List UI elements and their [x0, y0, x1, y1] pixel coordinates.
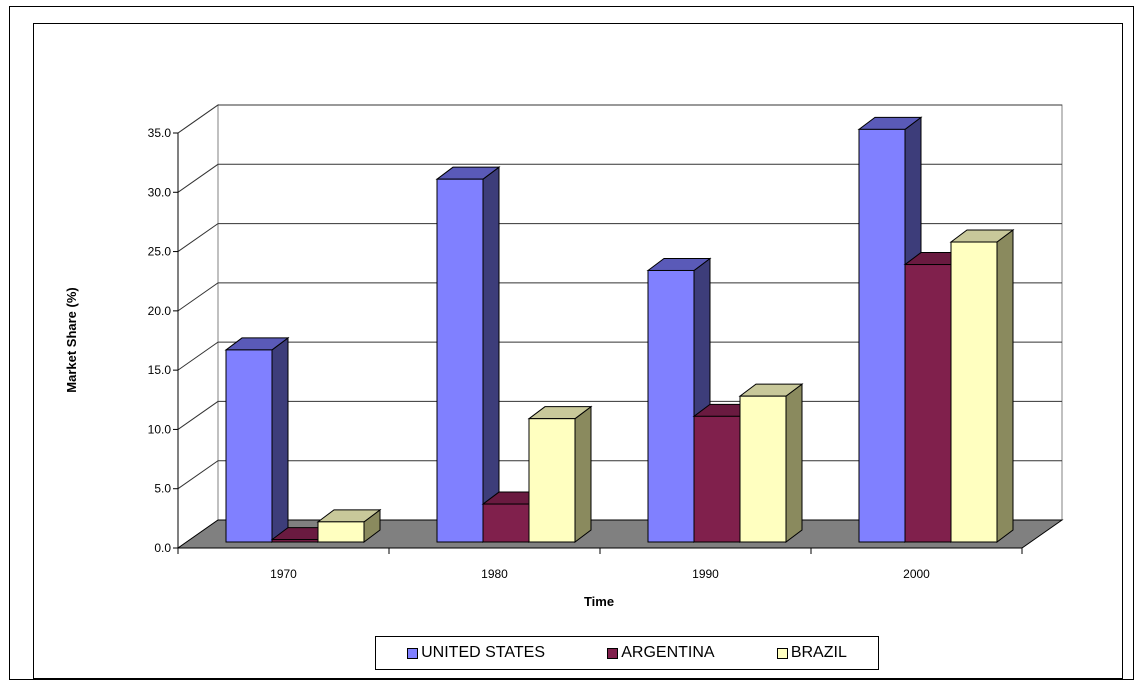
bar-side: [482, 166, 500, 543]
bar: [224, 336, 290, 543]
bar-front: [528, 418, 576, 543]
bar: [316, 508, 382, 543]
y-tick-label: 35.0: [148, 126, 172, 140]
y-tick-label: 20.0: [148, 304, 172, 318]
y-tick-label: 30.0: [148, 185, 172, 199]
bar-front: [858, 128, 906, 543]
bar-side: [271, 336, 289, 543]
outer-frame: [9, 6, 1134, 680]
bar: [435, 166, 501, 543]
gridline: [177, 282, 1062, 312]
gridline: [177, 341, 1062, 371]
legend-label: UNITED STATES: [421, 644, 545, 661]
bars: [224, 116, 1015, 543]
gridline: [177, 223, 1062, 252]
x-tick-label: 1990: [692, 567, 719, 581]
bar-front: [647, 269, 695, 543]
legend-label: ARGENTINA: [621, 644, 715, 661]
y-axis-title: Market Share (%): [64, 287, 79, 392]
y-tick-label: 25.0: [148, 245, 172, 259]
bar-side: [996, 229, 1014, 543]
tick-labels: 0.0 5.0 10.0 15.0 20.0 25.0 30.0 35.0 1970 1980 19…: [148, 126, 931, 581]
y-tick-label: 5.0: [154, 482, 171, 496]
legend-item: ARGENTINA: [607, 644, 715, 662]
bar: [949, 229, 1015, 543]
bar-front: [271, 539, 319, 543]
legend-item: UNITED STATES: [407, 644, 545, 662]
side-wall: [177, 104, 219, 549]
bar-front: [904, 264, 952, 543]
x-tick-label: 1970: [270, 567, 297, 581]
x-tick-label: 1980: [481, 567, 508, 581]
chart-walls: [177, 104, 1063, 549]
y-tick-label: 15.0: [148, 363, 172, 377]
bar-front: [436, 178, 484, 543]
bar-side: [574, 405, 592, 543]
axes: [173, 132, 1023, 554]
bar: [738, 383, 804, 543]
gridline: [177, 163, 1062, 193]
gridline: [177, 104, 1062, 134]
legend-swatch: [407, 647, 419, 659]
y-tick-label: 10.0: [148, 422, 172, 436]
x-axis-title: Time: [584, 594, 614, 609]
legend-swatch: [607, 647, 619, 659]
x-tick-label: 2000: [903, 567, 930, 581]
bar-front: [225, 349, 273, 543]
legend: UNITED STATES ARGENTINA BRAZIL: [375, 636, 879, 670]
y-tick-label: 0.0: [154, 541, 171, 555]
bar-side: [785, 383, 803, 543]
bar-front: [950, 241, 998, 543]
bar-front: [317, 521, 365, 543]
bar-front: [693, 415, 741, 543]
bar: [527, 405, 593, 543]
bar-front: [739, 395, 787, 543]
legend-label: BRAZIL: [790, 644, 847, 661]
legend-swatch: [776, 647, 788, 659]
legend-item: BRAZIL: [776, 644, 847, 662]
chart-frame: [33, 23, 1123, 679]
bar-front: [482, 503, 530, 543]
